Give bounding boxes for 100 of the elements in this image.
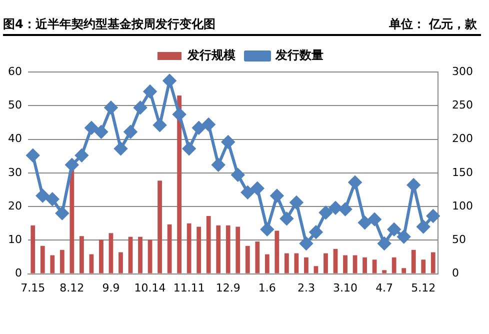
bar xyxy=(167,224,172,274)
bar xyxy=(216,225,221,274)
bar xyxy=(118,252,123,274)
bar xyxy=(382,270,387,274)
point xyxy=(172,108,186,121)
y-tick-label: 10 xyxy=(8,233,22,246)
point xyxy=(338,202,352,216)
bar xyxy=(362,257,367,274)
bar xyxy=(245,246,250,274)
point xyxy=(397,230,410,244)
bar xyxy=(294,253,299,274)
bar xyxy=(236,226,240,274)
y-tick-label: 40 xyxy=(8,132,22,146)
y2-tick-label: 100 xyxy=(452,199,474,212)
point xyxy=(202,118,216,131)
bar xyxy=(333,248,338,274)
bar xyxy=(177,96,182,274)
point xyxy=(134,101,147,114)
point xyxy=(192,121,206,134)
bar xyxy=(264,254,270,274)
point xyxy=(388,222,401,236)
bar xyxy=(128,236,133,274)
bar xyxy=(372,260,377,274)
bar xyxy=(421,260,426,274)
point xyxy=(407,178,420,192)
point xyxy=(104,101,118,114)
point xyxy=(182,142,196,156)
x-tick-label: 9.9 xyxy=(102,281,120,294)
bar xyxy=(226,225,230,274)
bar xyxy=(99,239,104,274)
point xyxy=(26,148,40,162)
y2-tick-label: 0 xyxy=(452,266,460,280)
point xyxy=(241,186,254,199)
x-tick-label: 11.11 xyxy=(173,281,205,294)
bar xyxy=(79,236,84,274)
bar xyxy=(274,230,280,274)
bar xyxy=(70,168,74,274)
point xyxy=(114,142,128,156)
point xyxy=(426,209,440,222)
y2-tick-label: 150 xyxy=(452,166,474,179)
point xyxy=(250,182,264,195)
bar xyxy=(324,253,328,274)
y2-tick-label: 50 xyxy=(452,233,466,246)
point xyxy=(153,118,166,132)
x-tick-label: 7.15 xyxy=(20,281,46,294)
bar xyxy=(284,253,289,274)
point xyxy=(94,125,108,138)
x-tick-label: 1.6 xyxy=(258,281,276,294)
bar xyxy=(148,239,152,274)
point xyxy=(46,192,59,206)
point xyxy=(290,196,303,209)
point xyxy=(280,212,294,226)
x-tick-label: 12.9 xyxy=(216,281,240,294)
bar xyxy=(430,252,436,274)
legend-label: 发行规模 xyxy=(186,48,236,62)
point xyxy=(75,148,88,162)
point xyxy=(36,189,50,202)
y2-tick-label: 200 xyxy=(452,132,474,146)
point xyxy=(65,158,78,172)
y-tick-label: 0 xyxy=(14,266,22,280)
bar xyxy=(89,254,94,274)
bar xyxy=(158,180,162,274)
point xyxy=(358,216,372,230)
bar xyxy=(343,255,348,274)
bar xyxy=(108,233,114,274)
bar xyxy=(255,242,260,274)
bar xyxy=(392,257,396,274)
bar xyxy=(411,250,416,274)
bar xyxy=(402,268,406,274)
point xyxy=(348,176,362,189)
bar xyxy=(30,225,36,274)
point xyxy=(212,158,225,172)
bar xyxy=(40,246,45,274)
point xyxy=(329,201,342,214)
x-tick-label: 4.7 xyxy=(376,281,394,294)
point xyxy=(319,206,332,220)
x-tick-label: 5.12 xyxy=(411,281,436,294)
point xyxy=(309,226,322,239)
y-tick-label: 20 xyxy=(8,199,22,212)
point xyxy=(260,222,274,236)
bar xyxy=(50,255,55,274)
point xyxy=(368,212,382,226)
point xyxy=(231,168,244,182)
point xyxy=(144,85,157,98)
y-tick-label: 60 xyxy=(8,64,22,78)
point xyxy=(56,206,69,220)
point xyxy=(378,237,391,250)
point xyxy=(124,125,137,138)
bar xyxy=(60,250,64,274)
bar xyxy=(352,255,358,274)
legend-label: 发行数量 xyxy=(274,48,324,62)
y-tick-label: 50 xyxy=(8,98,22,112)
y2-tick-label: 300 xyxy=(452,64,474,78)
point xyxy=(416,220,430,234)
point xyxy=(163,74,176,88)
point xyxy=(222,135,235,148)
point xyxy=(270,189,284,202)
x-tick-label: 2.3 xyxy=(297,281,315,294)
bar xyxy=(186,223,192,274)
x-tick-label: 3.10 xyxy=(333,281,358,294)
